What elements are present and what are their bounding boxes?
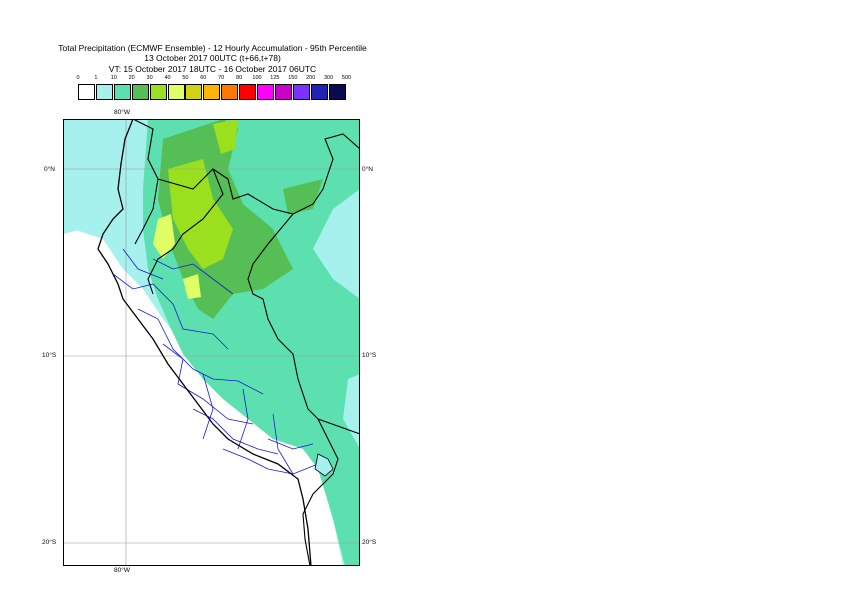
legend-swatch [310,84,328,100]
legend-swatch [203,84,221,100]
legend-label: 500 [341,75,352,81]
precip-area-20-30-b [283,179,323,214]
precip-area-1-10-sw [63,179,93,234]
legend-swatch [274,84,292,100]
legend-swatch [113,84,131,100]
legend-label: 125 [270,75,280,81]
legend-label: 300 [324,75,334,81]
legend-label: 30 [146,75,153,81]
lat-label-right-0: 0°N [362,166,373,173]
legend-swatch [78,84,95,100]
lat-label-left-0: 0°N [44,166,55,173]
legend-swatch [292,84,310,100]
legend-swatch [131,84,149,100]
legend-label: 60 [200,75,207,81]
legend-label: 80 [236,75,243,81]
legend-swatch [167,84,185,100]
lake-titicaca [314,453,334,477]
legend-label: 70 [218,75,225,81]
chart-subtitle-valid-time: VT: 15 October 2017 18UTC - 16 October 2… [108,64,317,74]
lat-label-right-20s: 20°S [362,539,377,546]
legend-label: 1 [94,75,98,81]
legend-label: 0 [76,75,80,81]
map-border [63,119,360,566]
lon-label-top: 80°W [114,109,130,116]
legend-swatch [221,84,239,100]
lon-label-bottom: 80°W [114,567,130,574]
legend-swatch [239,84,257,100]
precip-area-40-50-b [183,274,201,299]
legend-label: 150 [288,75,298,81]
map-svg [63,119,360,566]
country-borders [132,119,360,566]
precipitation-map [63,119,360,566]
chart-title: Total Precipitation (ECMWF Ensemble) - 1… [58,43,367,53]
legend-swatch [95,84,113,100]
lat-label-right-10s: 10°S [362,352,377,359]
graticule [63,119,360,566]
legend-label: 200 [306,75,316,81]
legend-label: 10 [110,75,117,81]
legend-label: 100 [252,75,262,81]
chart-subtitle-run: 13 October 2017 00UTC (t+66,t+78) [144,53,281,63]
coastline [97,119,312,566]
legend-label: 40 [164,75,171,81]
lat-label-left-20s: 20°S [42,539,57,546]
legend-swatch [185,84,203,100]
legend-label: 50 [182,75,189,81]
legend-swatch [149,84,167,100]
precip-area-30-40-b [213,119,238,154]
legend-label: 20 [128,75,135,81]
lat-label-left-10s: 10°S [42,352,57,359]
precip-area-40-50 [153,214,175,259]
legend-swatch [328,84,346,100]
legend-swatch [257,84,274,100]
